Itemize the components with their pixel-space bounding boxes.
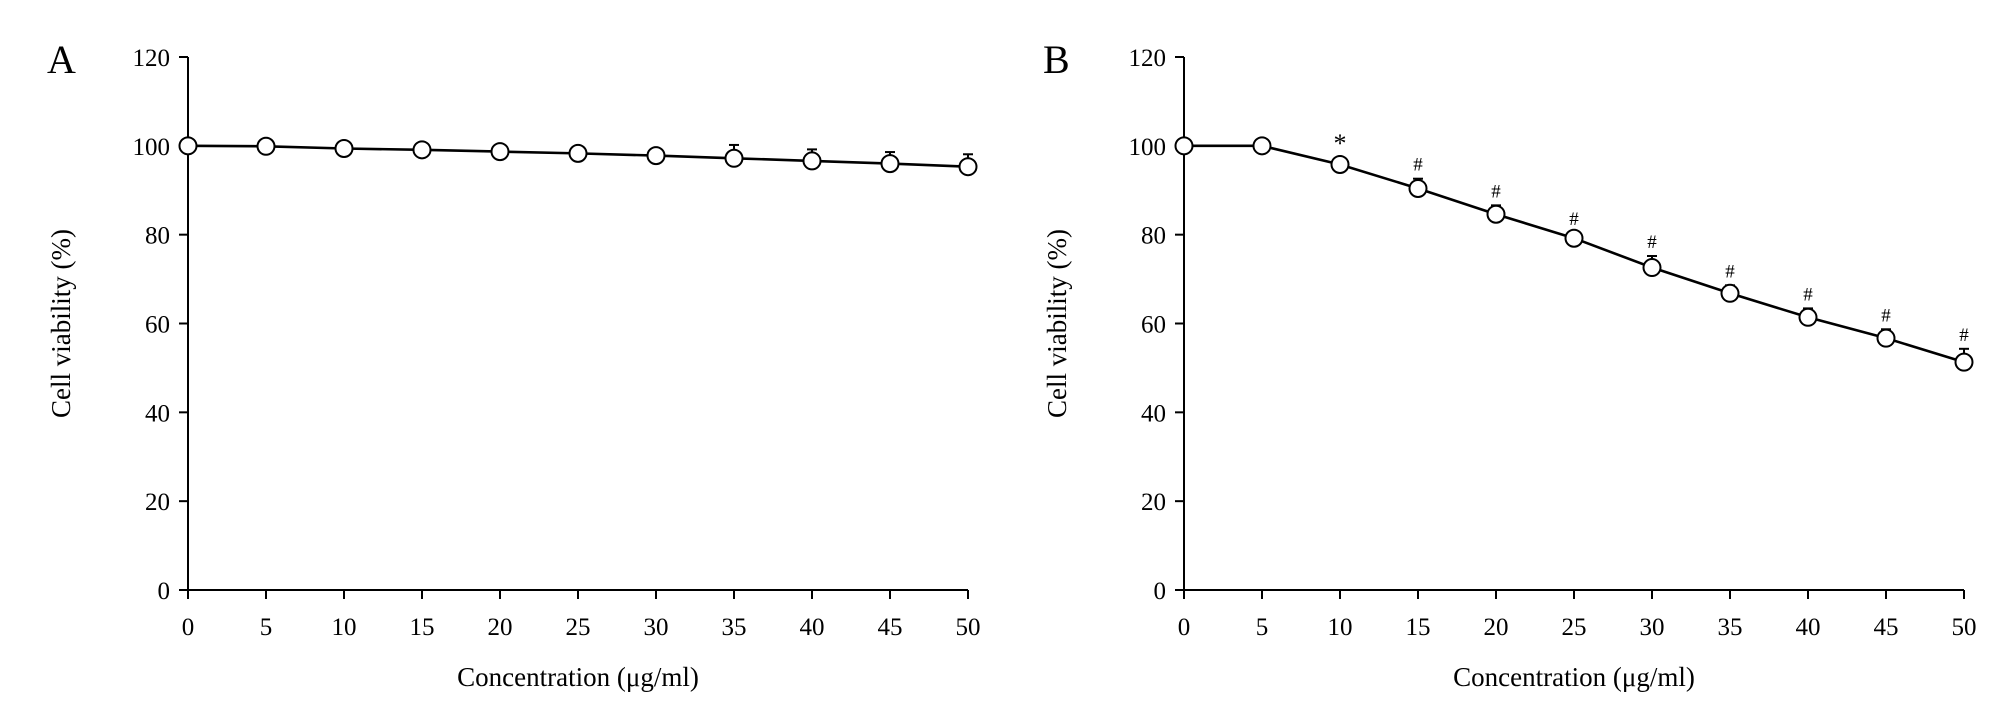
- x-tick-label: 30: [644, 614, 669, 641]
- data-point: [568, 143, 588, 163]
- data-point: [958, 157, 978, 177]
- chart-panel-b: B 0 20 40 60 80 100 120 0 5 10 15 20 25 30 35 40 45 50 Conc…: [1042, 37, 1977, 692]
- y-tick-label: 80: [145, 223, 170, 250]
- data-point: [1642, 258, 1662, 278]
- data-point: [1252, 136, 1272, 156]
- significance-mark: #: [1491, 181, 1501, 202]
- x-tick-label: 25: [566, 614, 591, 641]
- significance-mark: #: [1959, 325, 1969, 346]
- data-point: [1954, 352, 1974, 372]
- series-line: [1184, 144, 1965, 364]
- significance-mark: #: [1647, 232, 1657, 253]
- data-point: [490, 142, 510, 162]
- significance-mark: #: [1803, 284, 1813, 305]
- x-tick-label: 10: [332, 614, 357, 641]
- x-tick-label: 15: [1406, 614, 1431, 641]
- data-point: [1720, 283, 1740, 303]
- y-axis-label: Cell viability (%): [46, 229, 76, 418]
- x-tick-label: 0: [1178, 614, 1191, 641]
- data-point: [334, 138, 354, 158]
- x-tick-label: 30: [1640, 614, 1665, 641]
- x-axis-label: Concentration (μg/ml): [1453, 662, 1695, 692]
- x-tick-label: 40: [800, 614, 825, 641]
- y-tick-label: 80: [1141, 223, 1166, 250]
- x-tick-label: 20: [488, 614, 513, 641]
- data-point: [880, 154, 900, 174]
- x-tick-label: 5: [260, 614, 273, 641]
- y-tick-label: 120: [133, 45, 171, 72]
- x-tick-label: 35: [1718, 614, 1743, 641]
- data-point: [1876, 328, 1896, 348]
- x-tick-label: 45: [878, 614, 903, 641]
- panel-label: A: [47, 37, 76, 82]
- data-point: [178, 136, 198, 156]
- x-tick-label: 15: [410, 614, 435, 641]
- data-point: [1486, 204, 1506, 224]
- significance-mark: #: [1725, 261, 1735, 282]
- x-tick-label: 40: [1796, 614, 1821, 641]
- y-tick-label: 100: [1129, 134, 1167, 161]
- x-tick-label: 45: [1874, 614, 1899, 641]
- panel-label: B: [1043, 37, 1070, 82]
- chart-panel-a: A 0 20 40 60 80 100 120 0 5 10 15 20 25 30 35 40 45 50 Conc…: [46, 37, 981, 692]
- y-tick-label: 60: [145, 312, 170, 339]
- significance-mark: #: [1569, 209, 1579, 230]
- x-tick-label: 5: [1256, 614, 1269, 641]
- x-axis-label: Concentration (μg/ml): [457, 662, 699, 692]
- x-tick-label: 25: [1562, 614, 1587, 641]
- x-tick-label: 50: [1952, 614, 1977, 641]
- y-tick-label: 60: [1141, 312, 1166, 339]
- data-point: [1564, 228, 1584, 248]
- x-tick-label: 0: [182, 614, 195, 641]
- y-tick-label: 0: [158, 578, 171, 605]
- significance-mark: #: [1413, 155, 1423, 176]
- data-point: [1174, 136, 1194, 156]
- y-tick-label: 40: [145, 400, 170, 427]
- y-tick-label: 40: [1141, 400, 1166, 427]
- data-point: [1798, 307, 1818, 327]
- y-tick-label: 0: [1154, 578, 1167, 605]
- data-point: [802, 151, 822, 171]
- y-tick-label: 120: [1129, 45, 1167, 72]
- y-tick-label: 20: [1141, 489, 1166, 516]
- data-point: [1330, 154, 1350, 174]
- significance-mark: *: [1334, 129, 1347, 158]
- data-point: [1408, 178, 1428, 198]
- x-tick-label: 35: [722, 614, 747, 641]
- significance-mark: #: [1881, 305, 1891, 326]
- data-point: [412, 140, 432, 160]
- x-tick-label: 10: [1328, 614, 1353, 641]
- data-point: [646, 146, 666, 166]
- data-point: [256, 136, 276, 156]
- y-axis-label: Cell viability (%): [1042, 229, 1072, 418]
- data-point: [724, 148, 744, 168]
- x-tick-label: 20: [1484, 614, 1509, 641]
- x-tick-label: 50: [956, 614, 981, 641]
- y-tick-label: 20: [145, 489, 170, 516]
- y-tick-label: 100: [133, 134, 171, 161]
